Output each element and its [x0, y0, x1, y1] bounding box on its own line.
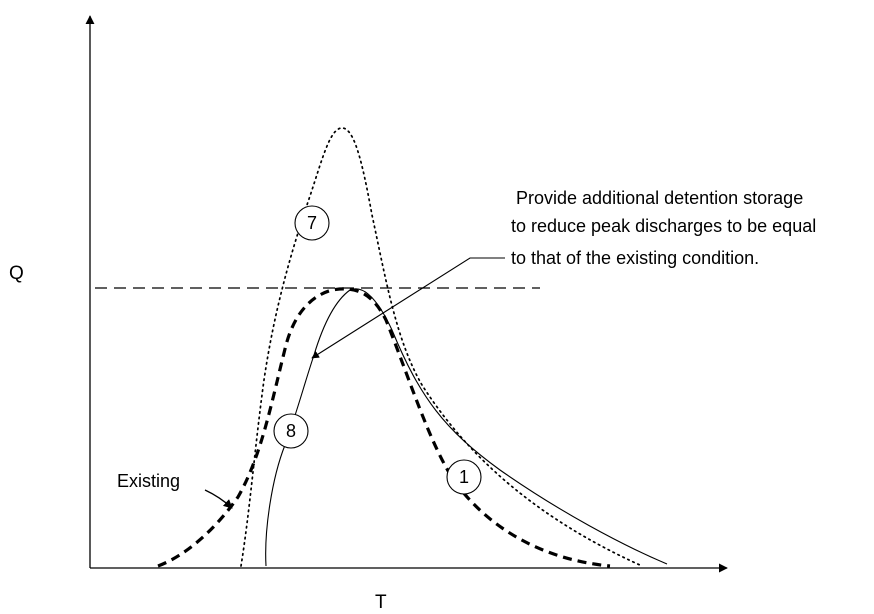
- curve-7-marker: 7: [294, 205, 330, 241]
- x-axis-label: T: [375, 592, 387, 613]
- curve-8-marker: 8: [273, 413, 309, 449]
- curve-8-solid: [265, 288, 668, 567]
- y-axis-label: Q: [9, 263, 24, 284]
- svg-text:7: 7: [307, 213, 317, 233]
- curve-7-dotted: [240, 127, 643, 567]
- note-line-3: to that of the existing condition.: [511, 248, 759, 268]
- note-leader-line: [311, 257, 505, 359]
- svg-text:8: 8: [286, 421, 296, 441]
- existing-label: Existing: [117, 471, 180, 491]
- svg-text:1: 1: [459, 467, 469, 487]
- curve-1-marker: 1: [446, 459, 482, 495]
- note-line-2: to reduce peak discharges to be equal: [511, 216, 816, 236]
- note-line-1: Provide additional detention storage: [516, 188, 803, 208]
- existing-leader-arrow: [204, 489, 233, 509]
- curve-existing-dashed: [157, 287, 611, 568]
